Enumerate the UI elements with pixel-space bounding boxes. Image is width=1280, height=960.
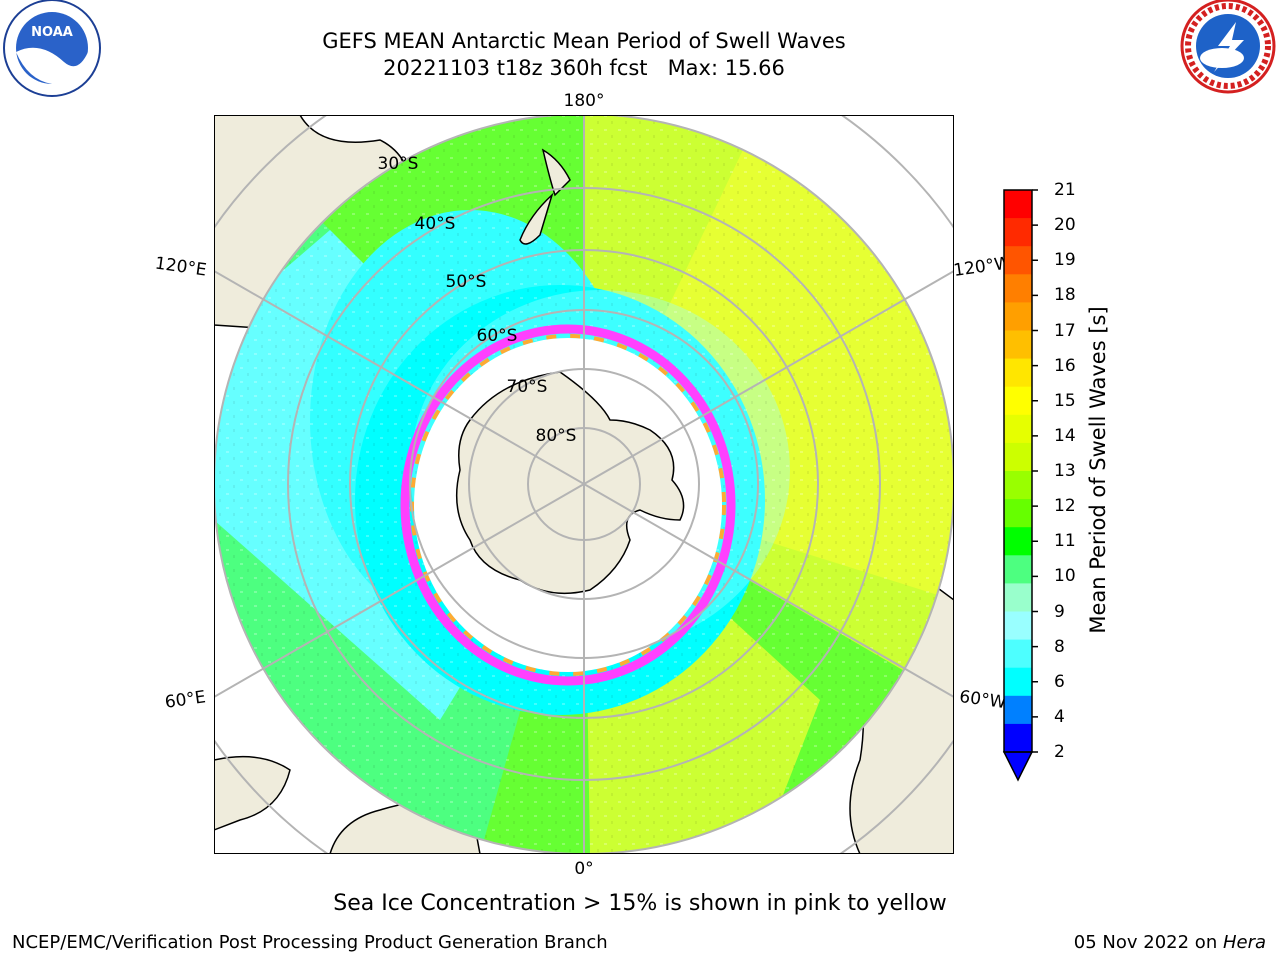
chart-title: GEFS MEAN Antarctic Mean Period of Swell… bbox=[322, 29, 846, 53]
colorbar-swatch bbox=[1004, 330, 1032, 360]
lat-label-30s: 30°S bbox=[378, 154, 419, 174]
colorbar-tick-label: 6 bbox=[1054, 671, 1065, 692]
colorbar-swatch bbox=[1004, 639, 1032, 669]
colorbar-tick-label: 18 bbox=[1054, 285, 1076, 306]
colorbar-swatch bbox=[1004, 246, 1032, 275]
colorbar-swatch bbox=[1004, 302, 1032, 331]
colorbar-tick-label: 20 bbox=[1054, 215, 1076, 236]
colorbar-tick-label: 9 bbox=[1054, 601, 1065, 622]
colorbar bbox=[1002, 189, 1038, 782]
footer-host: Hera bbox=[1222, 932, 1266, 953]
colorbar-tick-label: 10 bbox=[1054, 566, 1076, 587]
colorbar-swatch bbox=[1004, 611, 1032, 641]
colorbar-swatch bbox=[1004, 583, 1032, 612]
colorbar-swatch bbox=[1004, 667, 1032, 697]
colorbar-swatch bbox=[1004, 695, 1032, 725]
colorbar-swatch bbox=[1004, 442, 1032, 472]
colorbar-tick-label: 13 bbox=[1054, 461, 1076, 481]
nws-logo bbox=[1180, 0, 1276, 94]
lon-label-60e: 60°E bbox=[164, 687, 207, 712]
colorbar-tick-label: 16 bbox=[1054, 355, 1076, 376]
colorbar-tick-label: 17 bbox=[1054, 320, 1076, 341]
colorbar-swatch bbox=[1004, 274, 1032, 303]
colorbar-swatch bbox=[1004, 358, 1032, 388]
colorbar-tick-label: 8 bbox=[1054, 636, 1065, 657]
antarctica-landmass bbox=[455, 371, 685, 595]
lon-label-180: 180° bbox=[564, 91, 605, 111]
colorbar-tick-label: 14 bbox=[1054, 425, 1076, 446]
noaa-logo-text: NOAA bbox=[31, 25, 73, 40]
lat-label-40s: 40°S bbox=[415, 214, 456, 234]
lat-label-70s: 70°S bbox=[507, 377, 548, 397]
colorbar-swatch bbox=[1004, 527, 1032, 556]
sea-ice-note: Sea Ice Concentration > 15% is shown in … bbox=[333, 891, 947, 916]
footer-date-text: 05 Nov 2022 on bbox=[1073, 932, 1223, 953]
colorbar-swatch bbox=[1004, 499, 1032, 528]
colorbar-tick-label: 2 bbox=[1054, 742, 1065, 762]
colorbar-tick-label: 19 bbox=[1054, 250, 1076, 271]
lat-label-80s: 80°S bbox=[536, 426, 577, 446]
colorbar-label: Mean Period of Swell Waves [s] bbox=[1086, 306, 1110, 634]
noaa-logo: NOAA bbox=[3, 0, 101, 97]
lat-label-50s: 50°S bbox=[446, 272, 487, 292]
lon-label-60w: 60°W bbox=[958, 687, 1007, 713]
colorbar-tick-label: 15 bbox=[1054, 390, 1076, 411]
colorbar-tick-label: 11 bbox=[1054, 531, 1076, 552]
lon-label-120e: 120°E bbox=[154, 254, 208, 281]
colorbar-swatch bbox=[1004, 471, 1032, 500]
colorbar-tick-label: 12 bbox=[1054, 496, 1076, 517]
footer-credit: NCEP/EMC/Verification Post Processing Pr… bbox=[12, 932, 608, 953]
colorbar-tick-label: 21 bbox=[1054, 180, 1076, 200]
lon-label-0: 0° bbox=[574, 859, 593, 879]
colorbar-extend-min bbox=[1002, 751, 1034, 782]
lat-label-60s: 60°S bbox=[477, 326, 518, 346]
colorbar-swatch bbox=[1004, 190, 1032, 219]
colorbar-swatch bbox=[1004, 414, 1032, 444]
chart-subtitle: 20221103 t18z 360h fcst Max: 15.66 bbox=[383, 56, 785, 80]
colorbar-tick-label: 4 bbox=[1054, 706, 1065, 727]
footer-date: 05 Nov 2022 on Hera bbox=[1074, 932, 1266, 954]
colorbar-swatch bbox=[1004, 555, 1032, 584]
colorbar-swatch bbox=[1004, 723, 1032, 753]
colorbar-swatch bbox=[1004, 386, 1032, 416]
colorbar-swatch bbox=[1004, 218, 1032, 247]
